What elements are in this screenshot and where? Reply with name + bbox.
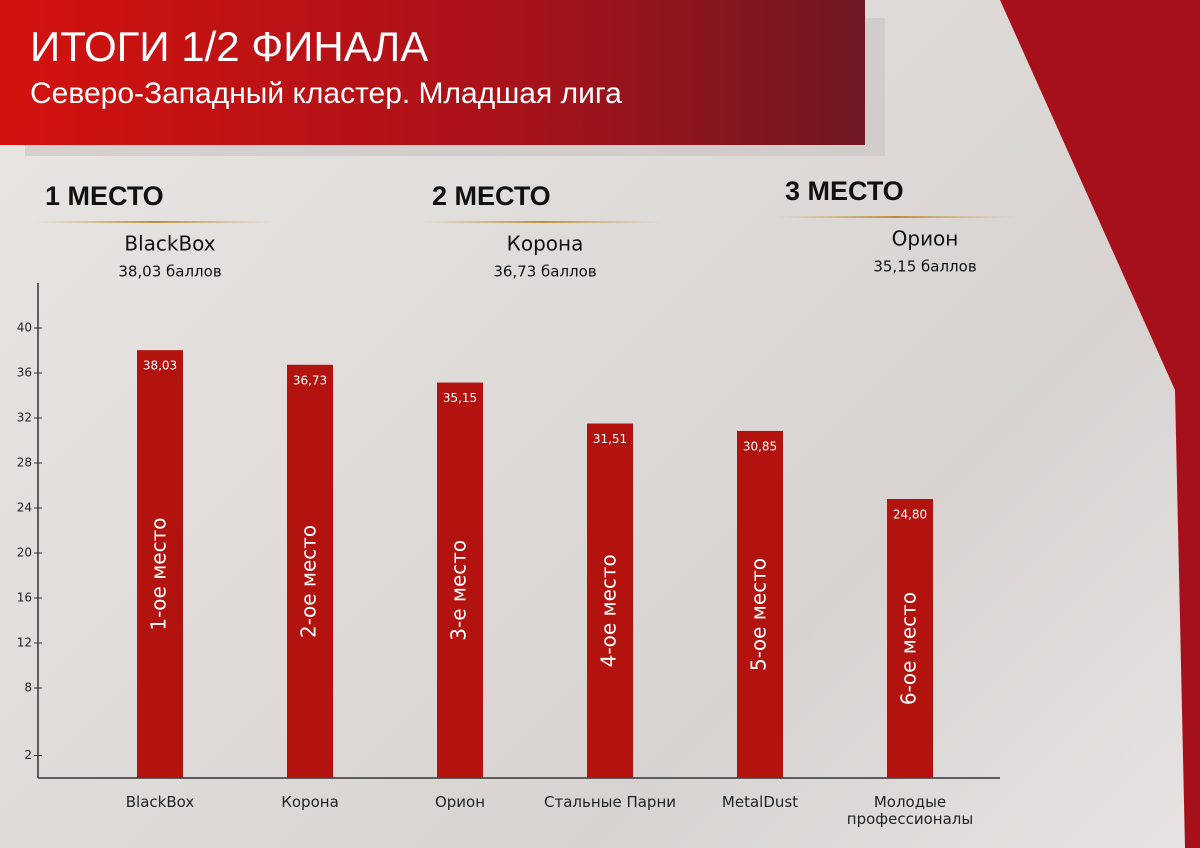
bar-label: 1-ое место bbox=[147, 518, 171, 631]
y-tick-label: 24 bbox=[17, 501, 32, 515]
bar-label: 2-ое место bbox=[297, 525, 321, 638]
y-tick-label: 36 bbox=[17, 366, 32, 380]
divider bbox=[35, 221, 275, 223]
place: 3 МЕСТО bbox=[785, 176, 904, 206]
bar bbox=[437, 382, 483, 778]
score: 35,15 баллов bbox=[873, 258, 976, 276]
bar-label: 6-ое место bbox=[897, 592, 921, 705]
x-tick-label: Стальные Парни bbox=[543, 793, 677, 811]
value-label: 30,85 bbox=[743, 439, 777, 453]
team: Корона bbox=[507, 232, 584, 256]
bar bbox=[287, 364, 333, 778]
bar bbox=[887, 499, 933, 778]
y-tick-label: 2 bbox=[24, 748, 32, 762]
bar-label: 5-ое место bbox=[747, 558, 771, 671]
place: 2 МЕСТО bbox=[432, 181, 551, 211]
x-tick-label: Корона bbox=[281, 793, 339, 811]
divider bbox=[422, 221, 662, 223]
y-tick-label: 16 bbox=[17, 591, 32, 605]
y-tick-label: 12 bbox=[17, 636, 32, 650]
y-tick-label: 28 bbox=[17, 456, 32, 470]
team: Орион bbox=[892, 227, 959, 251]
score: 36,73 баллов bbox=[493, 263, 596, 281]
y-tick-label: 40 bbox=[17, 321, 32, 335]
banner bbox=[0, 0, 865, 145]
subtitle: Северо-Западный кластер. Младшая лига bbox=[30, 77, 622, 110]
team: BlackBox bbox=[124, 232, 215, 256]
bar bbox=[587, 423, 633, 778]
bar-label: 3-е место bbox=[447, 540, 471, 641]
x-tick-label: Молодые профессионалы bbox=[846, 793, 974, 828]
divider bbox=[775, 216, 1015, 218]
x-tick-label: BlackBox bbox=[125, 793, 195, 811]
value-label: 24,80 bbox=[893, 508, 927, 522]
x-tick-label: Орион bbox=[434, 793, 486, 811]
y-tick-label: 32 bbox=[17, 411, 32, 425]
bar-label: 4-ое место bbox=[597, 554, 621, 667]
y-tick-label: 20 bbox=[17, 546, 32, 560]
value-label: 31,51 bbox=[593, 432, 627, 446]
y-tick-label: 8 bbox=[24, 681, 32, 695]
place: 1 МЕСТО bbox=[45, 181, 164, 211]
bar bbox=[737, 430, 783, 778]
value-label: 35,15 bbox=[443, 391, 477, 405]
value-label: 36,73 bbox=[293, 373, 327, 387]
title: ИТОГИ 1/2 ФИНАЛА bbox=[30, 23, 428, 70]
score: 38,03 баллов bbox=[118, 263, 221, 281]
side-stripe bbox=[1000, 0, 1200, 848]
value-label: 38,03 bbox=[143, 359, 177, 373]
bar bbox=[137, 350, 183, 778]
x-tick-label: MetalDust bbox=[721, 793, 799, 811]
